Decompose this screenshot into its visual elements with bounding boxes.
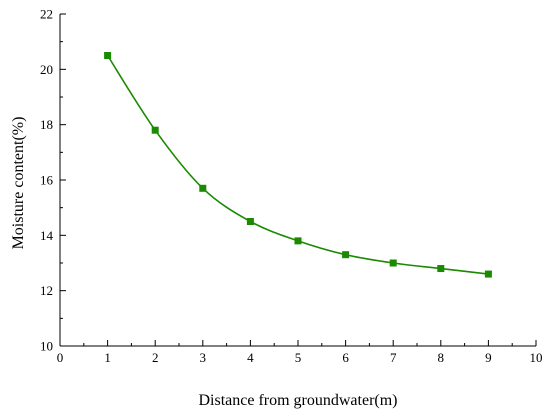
data-point [151, 126, 159, 134]
y-axis-title: Moisture content(%) [10, 117, 27, 250]
axes [59, 14, 536, 347]
y-tick-label: 20 [40, 62, 53, 77]
x-tick-label: 0 [57, 350, 64, 365]
data-point [199, 184, 207, 192]
y-tick-label: 16 [40, 173, 54, 188]
data-point [389, 259, 397, 267]
data-point [246, 218, 254, 225]
x-tick-label: 3 [200, 350, 207, 365]
y-tick-label: 22 [40, 7, 53, 22]
data-point [484, 270, 492, 278]
y-tick-label: 10 [40, 339, 53, 354]
x-tick-label: 4 [247, 350, 254, 365]
y-tick-label: 14 [40, 228, 54, 243]
x-tick-label: 8 [438, 350, 445, 365]
y-tick-label: 18 [40, 117, 53, 132]
x-tick-label: 2 [152, 350, 159, 365]
x-tick-label: 5 [295, 350, 302, 365]
data-point [342, 251, 350, 259]
data-point [294, 237, 302, 245]
x-tick-label: 10 [530, 350, 543, 365]
y-tick-label: 12 [40, 283, 53, 298]
data-point [104, 52, 112, 59]
x-axis-title: Distance from groundwater(m) [198, 392, 397, 409]
y-axis-ticks: 10 12 14 16 18 20 22 [40, 7, 66, 354]
x-tick-label: 9 [485, 350, 492, 365]
data-point [437, 265, 445, 273]
x-tick-label: 1 [104, 350, 111, 365]
x-tick-label: 6 [342, 350, 349, 365]
x-tick-label: 7 [390, 350, 397, 365]
x-axis-ticks: 0 1 2 3 4 5 6 7 8 9 10 [57, 340, 543, 365]
series-markers [104, 52, 492, 278]
